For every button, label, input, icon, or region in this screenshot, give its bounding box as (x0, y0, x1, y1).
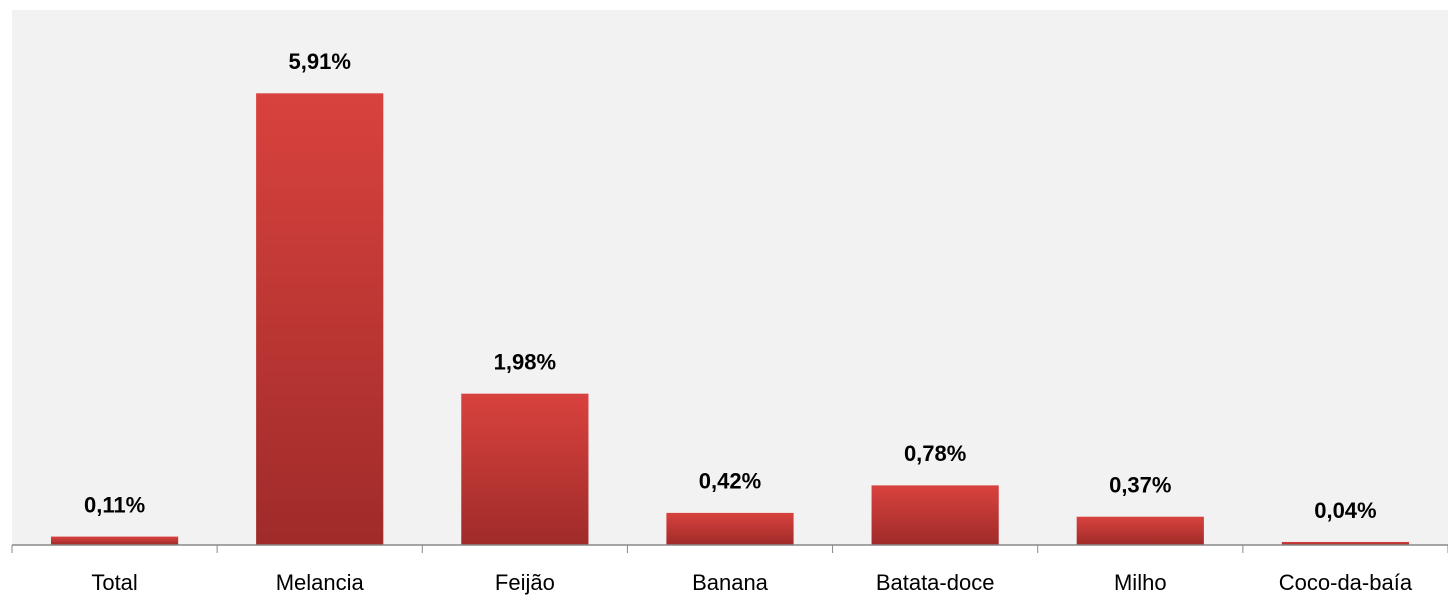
plot-area (12, 10, 1448, 545)
data-label: 0,11% (84, 492, 145, 517)
bar (1281, 541, 1410, 545)
x-tick-label: Coco-da-baía (1279, 570, 1413, 595)
data-label: 5,91% (289, 49, 351, 74)
data-label: 0,42% (699, 469, 761, 494)
bar (50, 536, 179, 545)
bar (1076, 516, 1204, 545)
x-tick-label: Batata-doce (876, 570, 995, 595)
x-tick-label: Banana (692, 570, 769, 595)
x-tick-label: Milho (1114, 570, 1167, 595)
data-label: 0,37% (1109, 473, 1171, 498)
x-tick-label: Melancia (276, 570, 365, 595)
bar (461, 393, 589, 545)
bar (871, 485, 999, 545)
bar (666, 512, 794, 545)
data-label: 0,04% (1314, 498, 1376, 523)
data-label: 0,78% (904, 441, 966, 466)
bar (256, 93, 384, 546)
data-label: 1,98% (494, 349, 556, 374)
x-tick-label: Total (91, 570, 137, 595)
x-tick-label: Feijão (495, 570, 555, 595)
